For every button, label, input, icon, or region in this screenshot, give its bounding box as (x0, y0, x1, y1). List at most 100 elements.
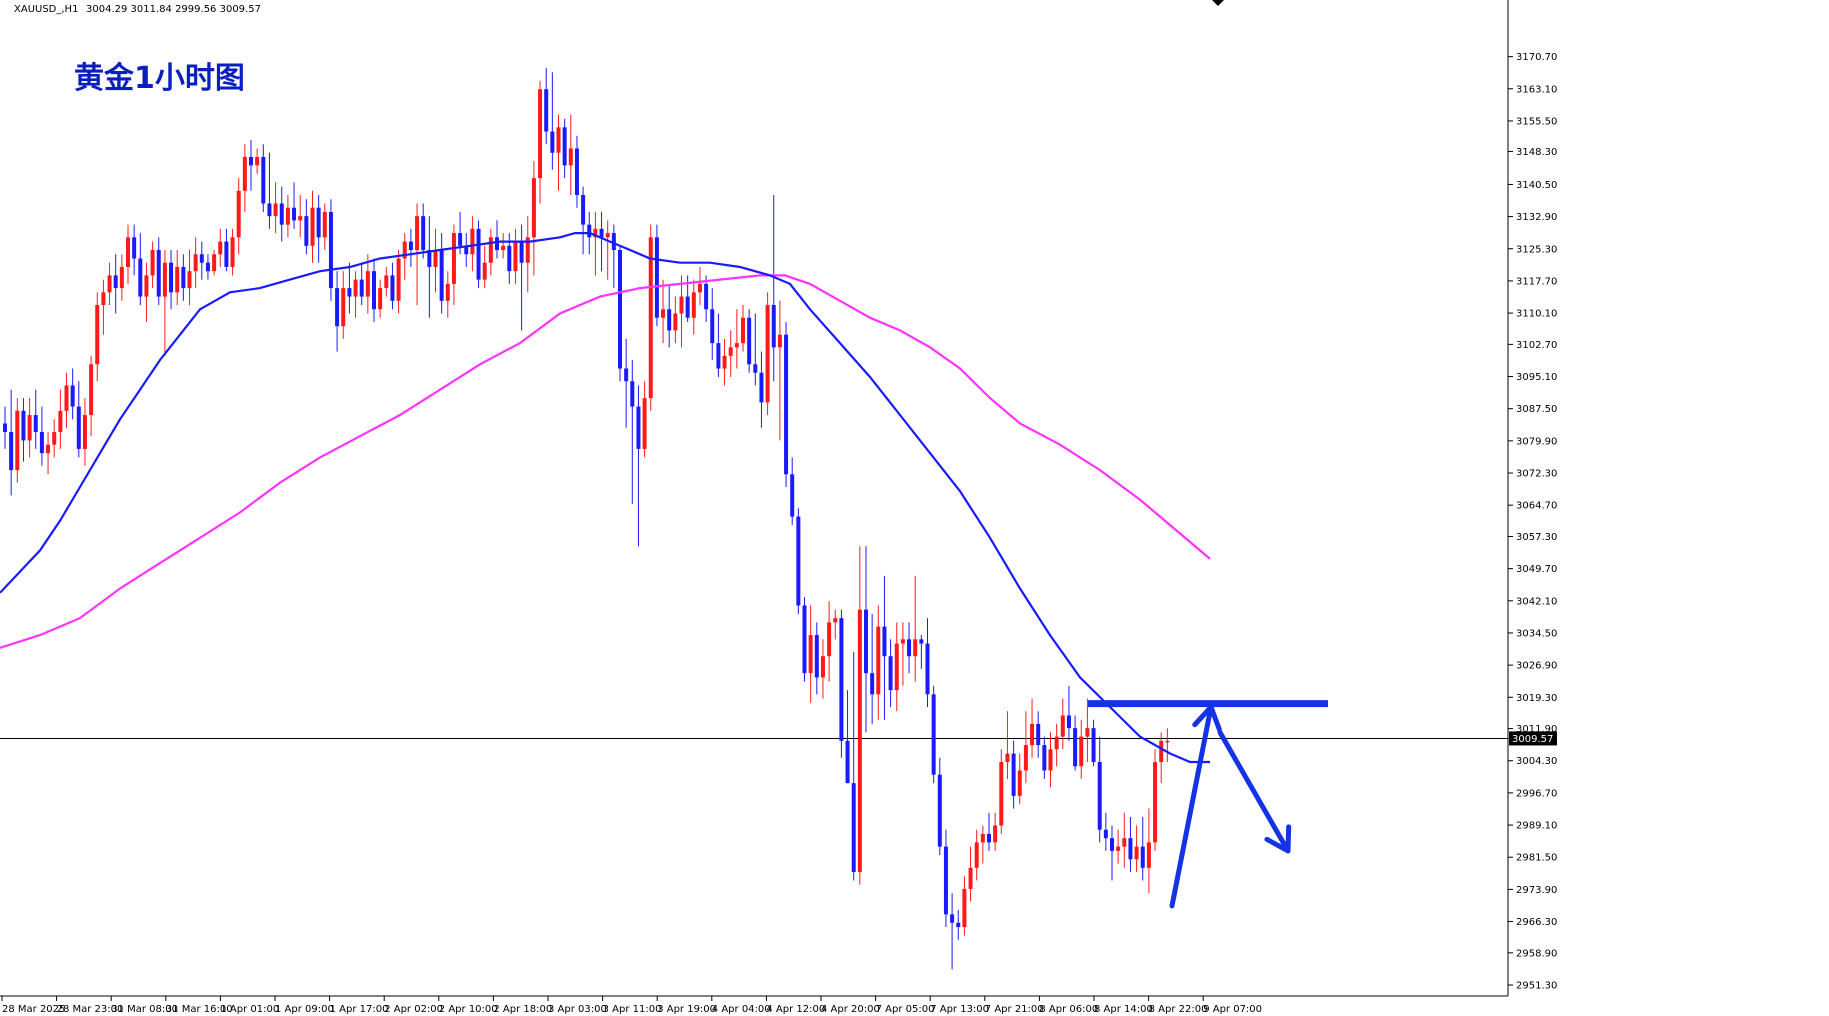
candle (470, 216, 475, 272)
candle (1091, 719, 1096, 767)
candle-body (987, 833, 991, 843)
candle-body (267, 203, 272, 217)
candle-body (187, 271, 192, 289)
candle-body (193, 254, 198, 272)
candle-body (1036, 723, 1041, 746)
candle-body (624, 368, 629, 382)
candle-body (968, 867, 973, 889)
candle (630, 360, 635, 504)
candle (322, 203, 327, 251)
y-tick-label: 3072.30 (1516, 469, 1557, 480)
candle-body (864, 609, 868, 674)
chart-title: 黄金1小时图 (74, 61, 245, 96)
candle-body (802, 605, 807, 674)
candle-body (697, 283, 702, 293)
candle (1073, 715, 1078, 771)
candle-body (384, 275, 389, 289)
ma-fast-line (0, 232, 1210, 764)
candle-body (205, 262, 210, 272)
candle (925, 618, 930, 708)
candle (138, 233, 143, 306)
candle-body (353, 279, 358, 297)
candle-body (458, 233, 463, 246)
x-tick-label: 2 Apr 10:00 (439, 1004, 498, 1015)
candle-body (292, 207, 297, 221)
down-arrow-shaft (1217, 729, 1291, 854)
candle-body (27, 415, 32, 441)
candle (759, 351, 764, 428)
candle (402, 233, 407, 280)
x-tick-label: 8 Apr 22:00 (1149, 1004, 1208, 1015)
candle (796, 508, 801, 614)
candle (439, 233, 444, 314)
candle-body (230, 237, 235, 267)
x-tick-label: 3 Apr 19:00 (657, 1004, 716, 1015)
candle-body (943, 846, 948, 915)
candle (1085, 698, 1090, 763)
candle (679, 275, 684, 348)
y-tick-label: 2989.10 (1516, 821, 1557, 832)
candle-body (587, 224, 592, 238)
candle (1030, 698, 1035, 758)
candle-body (433, 250, 438, 267)
candle-body (1097, 762, 1102, 830)
candle (132, 224, 137, 276)
candle (1122, 812, 1127, 868)
x-tick-label: 7 Apr 05:00 (876, 1004, 935, 1015)
x-tick-label: 1 Apr 17:00 (330, 1004, 389, 1015)
candle (1011, 740, 1016, 809)
candle-body (753, 364, 758, 373)
x-tick-label: 2 Apr 18:00 (493, 1004, 552, 1015)
candle-body (1011, 753, 1016, 796)
candle-body (531, 178, 536, 238)
candle-body (544, 89, 549, 132)
candle (525, 216, 530, 293)
candle-body (882, 626, 887, 657)
candle-body (894, 643, 899, 691)
candle-body (501, 245, 506, 251)
candle-body (519, 241, 524, 263)
candle (888, 639, 893, 708)
candle-body (734, 343, 739, 348)
candle (236, 178, 241, 255)
candle (113, 254, 118, 314)
candle-body (1146, 842, 1151, 868)
candle-body (482, 262, 487, 280)
candle (107, 262, 112, 306)
candle-body (451, 233, 456, 284)
candle (328, 199, 333, 301)
candle-body (39, 431, 44, 454)
candle-body (556, 127, 561, 153)
candle-body (249, 156, 253, 166)
chart-shift-marker-icon[interactable] (1212, 0, 1224, 6)
candle (9, 389, 14, 496)
y-tick-label: 3140.50 (1516, 180, 1557, 191)
candle-body (704, 283, 709, 310)
candle (611, 224, 616, 289)
candle (46, 431, 51, 475)
y-tick-label: 3004.30 (1516, 756, 1557, 767)
candle-body (421, 216, 426, 251)
candle-body (242, 156, 247, 191)
candle-body (9, 431, 14, 471)
candle-body (107, 275, 112, 293)
candle (347, 262, 352, 314)
candle-body (679, 296, 684, 314)
candle (187, 250, 192, 306)
candle-body (1103, 829, 1108, 839)
candle-body (827, 622, 832, 657)
candle (993, 812, 998, 851)
candle (784, 321, 789, 487)
candle (341, 271, 346, 339)
candle (476, 220, 481, 289)
candle (839, 609, 844, 758)
candle (212, 250, 217, 276)
candle-body (1140, 846, 1145, 868)
candle-body (980, 833, 985, 843)
candle (741, 305, 745, 352)
candle-body (1079, 736, 1084, 767)
candle (1165, 728, 1170, 763)
y-tick-label: 3049.70 (1516, 564, 1557, 575)
